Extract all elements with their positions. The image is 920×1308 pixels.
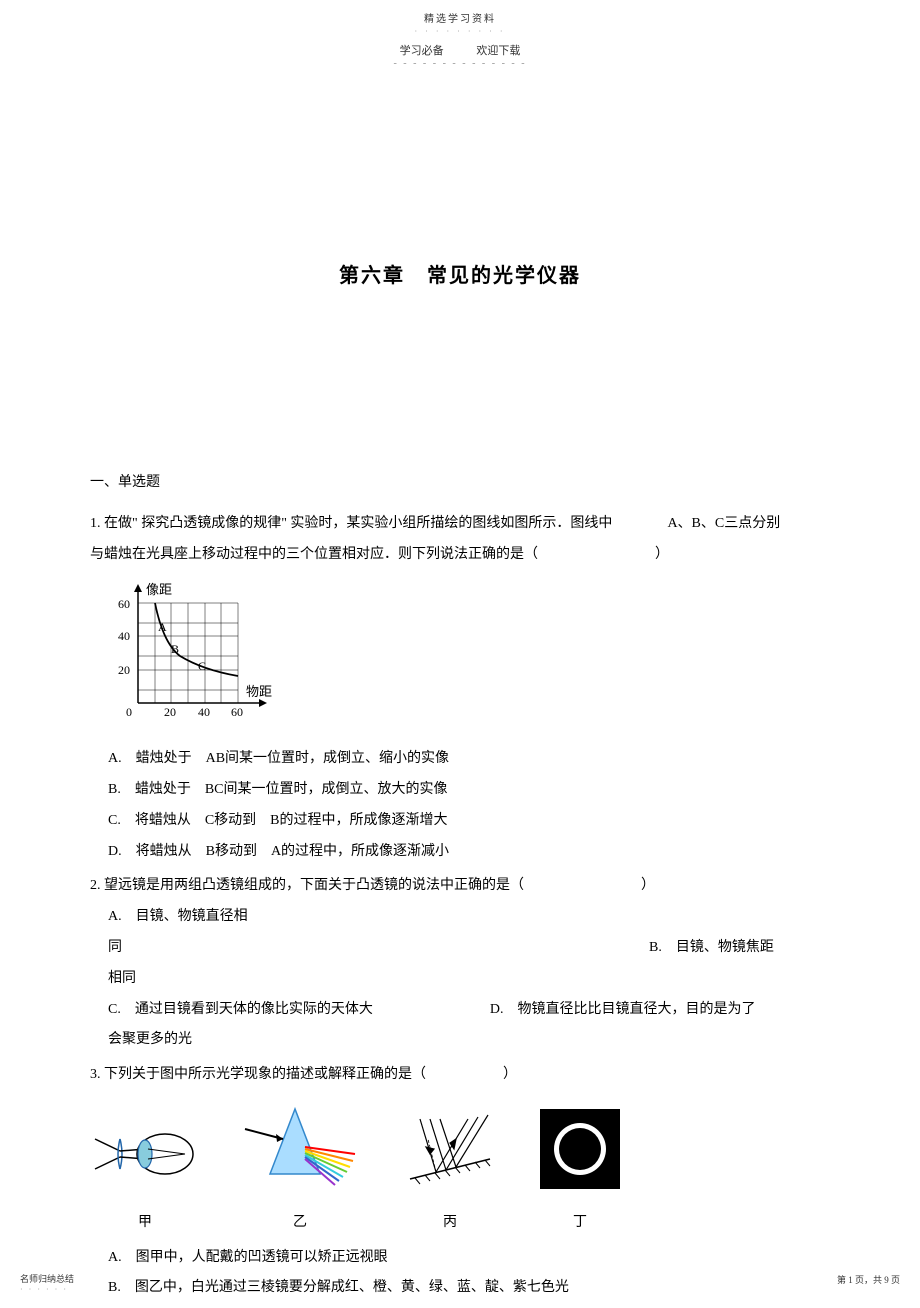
section-title: 一、单选题 bbox=[90, 468, 830, 499]
q2-opt-b: B. 目镜、物镜焦距 bbox=[649, 940, 774, 955]
q2-opt-d2: 会聚更多的光 bbox=[108, 1025, 830, 1056]
q1-opt-b: B. 蜡烛处于 BC间某一位置时，成倒立、放大的实像 bbox=[108, 775, 830, 806]
q1-graph: A B C 60 40 20 0 20 40 60 像距 物距 bbox=[108, 578, 830, 736]
q1-opt-c: C. 将蜡烛从 C移动到 B的过程中，所成像逐渐增大 bbox=[108, 806, 830, 837]
header-sub-right: 欢迎下载 bbox=[476, 45, 520, 57]
q3-opt-b: B. 图乙中，白光通过三棱镜要分解成红、橙、黄、绿、蓝、靛、紫七色光 bbox=[108, 1273, 830, 1304]
svg-text:40: 40 bbox=[118, 629, 130, 643]
svg-text:20: 20 bbox=[164, 705, 176, 719]
chapter-title: 第六章 常见的光学仪器 bbox=[0, 259, 920, 288]
q2-opt-ab-row: 同 B. 目镜、物镜焦距 bbox=[108, 933, 830, 964]
q3-opt-a: A. 图甲中，人配戴的凹透镜可以矫正远视眼 bbox=[108, 1243, 830, 1274]
svg-text:60: 60 bbox=[231, 705, 243, 719]
q3-paren: ） bbox=[503, 1067, 517, 1082]
header-sub: 学习必备 欢迎下载 bbox=[0, 42, 920, 58]
header-dash: - - - - - - - - - - - - - - bbox=[0, 58, 920, 69]
svg-text:物距: 物距 bbox=[246, 684, 272, 699]
footer-right: 第 1 页，共 9 页 bbox=[837, 1273, 900, 1286]
q3-label-bing: 丙 bbox=[400, 1208, 500, 1239]
q1-opt-d: D. 将蜡烛从 B移动到 A的过程中，所成像逐渐减小 bbox=[108, 837, 830, 868]
svg-text:0: 0 bbox=[126, 705, 132, 719]
q3-text: 3. 下列关于图中所示光学现象的描述或解释正确的是（ bbox=[90, 1067, 426, 1082]
q3-options: A. 图甲中，人配戴的凹透镜可以矫正远视眼 B. 图乙中，白光通过三棱镜要分解成… bbox=[90, 1243, 830, 1305]
q3-label-jia: 甲 bbox=[90, 1208, 200, 1239]
q2-opt-c: C. 通过目镜看到天体的像比实际的天体大 bbox=[108, 1002, 373, 1017]
q3-label-ding: 丁 bbox=[540, 1208, 620, 1239]
footer-left: 名师归纳总结 · · · · · · bbox=[20, 1272, 74, 1294]
q2-opt-a2: 同 bbox=[108, 940, 122, 955]
q1-line1b: A、B、C三点分别 bbox=[667, 516, 780, 531]
header-top-text: 精选学习资料 bbox=[0, 0, 920, 25]
header-sub-left: 学习必备 bbox=[400, 45, 444, 57]
q1-opt-a: A. 蜡烛处于 AB间某一位置时，成倒立、缩小的实像 bbox=[108, 744, 830, 775]
svg-text:20: 20 bbox=[118, 663, 130, 677]
svg-text:A: A bbox=[158, 620, 167, 634]
q1-line2-wrap: 与蜡烛在光具座上移动过程中的三个位置相对应．则下列说法正确的是（ ） bbox=[90, 540, 830, 571]
header-dots-top: · · · · · · · · · bbox=[0, 27, 920, 36]
svg-text:60: 60 bbox=[118, 597, 130, 611]
q1-text: 1. 在做" 探究凸透镜成像的规律" 实验时，某实验小组所描绘的图线如图所示．图… bbox=[90, 509, 830, 540]
svg-text:40: 40 bbox=[198, 705, 210, 719]
q2-paren: ） bbox=[641, 878, 655, 893]
q3-text-wrap: 3. 下列关于图中所示光学现象的描述或解释正确的是（ ） bbox=[90, 1060, 830, 1091]
q2-text-wrap: 2. 望远镜是用两组凸透镜组成的，下面关于凸透镜的说法中正确的是（ ） bbox=[90, 871, 830, 902]
q2-opt-d: D. 物镜直径比比目镜直径大，目的是为了 bbox=[490, 1002, 756, 1017]
q1-line2: 与蜡烛在光具座上移动过程中的三个位置相对应．则下列说法正确的是（ bbox=[90, 547, 538, 562]
q1-line1a: 1. 在做" 探究凸透镜成像的规律" 实验时，某实验小组所描绘的图线如图所示．图… bbox=[90, 516, 612, 531]
q3-image-yi: 乙 bbox=[240, 1099, 360, 1239]
q1-paren: ） bbox=[655, 547, 669, 562]
q3-images-row: 甲 乙 bbox=[90, 1099, 830, 1239]
svg-text:C: C bbox=[198, 659, 206, 673]
svg-text:像距: 像距 bbox=[146, 582, 172, 597]
q3-image-jia: 甲 bbox=[90, 1119, 200, 1239]
question-2: 2. 望远镜是用两组凸透镜组成的，下面关于凸透镜的说法中正确的是（ ） A. 目… bbox=[90, 871, 830, 1056]
q3-image-bing: 丙 bbox=[400, 1109, 500, 1239]
q1-options: A. 蜡烛处于 AB间某一位置时，成倒立、缩小的实像 B. 蜡烛处于 BC间某一… bbox=[90, 744, 830, 867]
q3-image-ding: 丁 bbox=[540, 1109, 620, 1239]
q2-options: A. 目镜、物镜直径相 同 B. 目镜、物镜焦距 相同 C. 通过目镜看到天体的… bbox=[90, 902, 830, 1056]
footer-left-text: 名师归纳总结 bbox=[20, 1272, 74, 1285]
q2-opt-b2: 相同 bbox=[108, 964, 830, 995]
svg-text:B: B bbox=[171, 642, 179, 656]
footer-left-dots: · · · · · · bbox=[20, 1285, 74, 1294]
question-3: 3. 下列关于图中所示光学现象的描述或解释正确的是（ ） bbox=[90, 1060, 830, 1304]
content-area: 一、单选题 1. 在做" 探究凸透镜成像的规律" 实验时，某实验小组所描绘的图线… bbox=[0, 468, 920, 1304]
q2-text: 2. 望远镜是用两组凸透镜组成的，下面关于凸透镜的说法中正确的是（ bbox=[90, 878, 524, 893]
question-1: 1. 在做" 探究凸透镜成像的规律" 实验时，某实验小组所描绘的图线如图所示．图… bbox=[90, 509, 830, 868]
q2-opt-cd-row: C. 通过目镜看到天体的像比实际的天体大 D. 物镜直径比比目镜直径大，目的是为… bbox=[108, 995, 830, 1026]
q3-label-yi: 乙 bbox=[240, 1208, 360, 1239]
q2-opt-a: A. 目镜、物镜直径相 bbox=[108, 902, 830, 933]
